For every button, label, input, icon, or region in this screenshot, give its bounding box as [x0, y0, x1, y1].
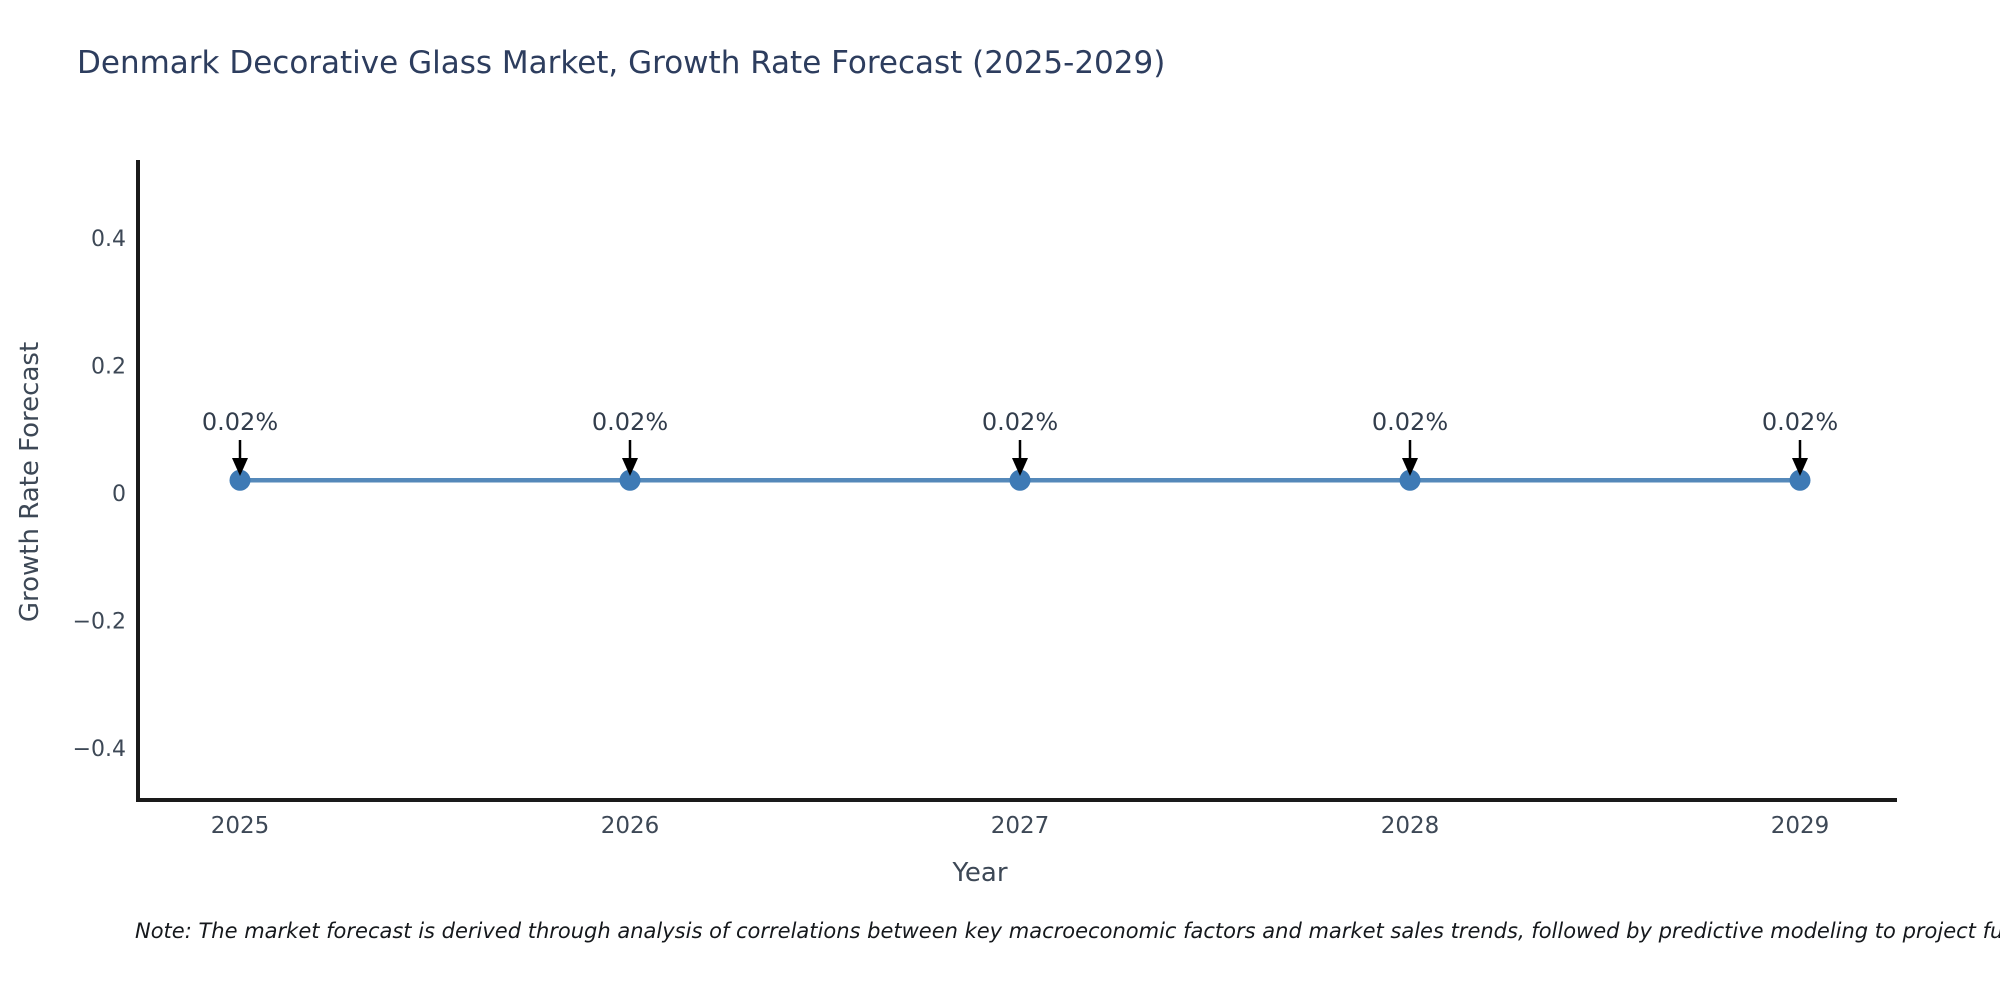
data-point-marker [1399, 469, 1421, 491]
y-tick-label: 0.4 [91, 227, 126, 252]
footnote: Note: The market forecast is derived thr… [135, 919, 2000, 943]
y-tick-label: −0.4 [73, 737, 126, 762]
annotation-arrow-head [1792, 458, 1808, 476]
y-tick-label: 0.2 [91, 355, 126, 380]
data-point-label: 0.02% [982, 408, 1058, 436]
x-tick-label: 2028 [1381, 813, 1440, 839]
x-tick-label: 2027 [991, 813, 1050, 839]
x-axis-title: Year [952, 858, 1008, 888]
x-tick-label: 2029 [1771, 813, 1830, 839]
data-point-marker [229, 469, 251, 491]
data-point-label: 0.02% [1372, 408, 1448, 436]
annotation-arrow-head [232, 458, 248, 476]
x-tick-label: 2025 [211, 813, 270, 839]
chart-title: Denmark Decorative Glass Market, Growth … [77, 45, 1166, 81]
data-point-label: 0.02% [202, 408, 278, 436]
y-tick-label: −0.2 [73, 610, 126, 635]
y-tick-label: 0 [112, 482, 126, 507]
x-tick-label: 2026 [601, 813, 660, 839]
annotation-arrow-head [1012, 458, 1028, 476]
data-point-marker [1789, 469, 1811, 491]
annotation-arrow-head [1402, 458, 1418, 476]
data-point-marker [619, 469, 641, 491]
data-point-marker [1009, 469, 1031, 491]
axis-spine [136, 160, 1897, 802]
data-point-label: 0.02% [592, 408, 668, 436]
annotation-arrow-head [622, 458, 638, 476]
data-point-label: 0.02% [1762, 408, 1838, 436]
